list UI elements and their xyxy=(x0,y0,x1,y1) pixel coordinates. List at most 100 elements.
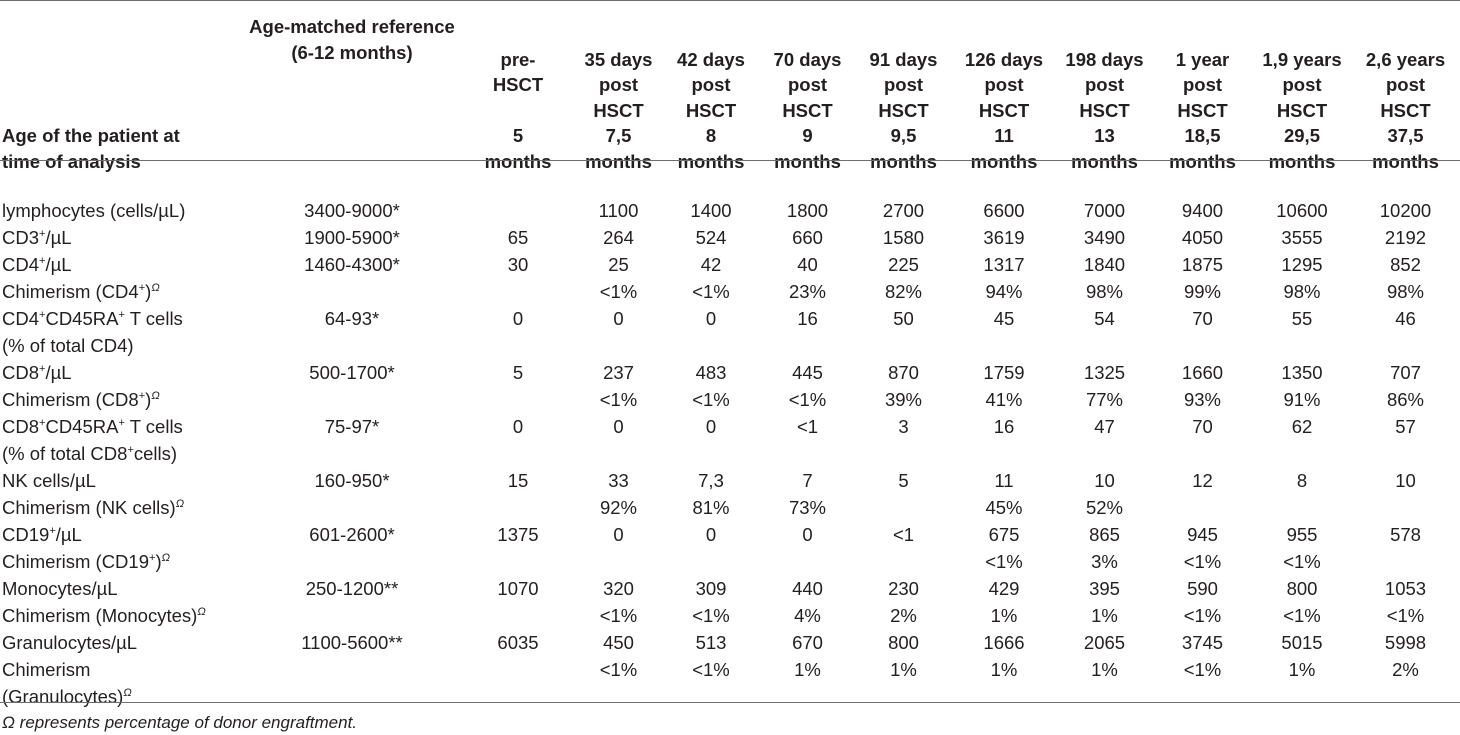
header-line: months xyxy=(774,150,841,172)
value-cell: 47 xyxy=(1094,416,1115,437)
value-cell: 3490 xyxy=(1083,227,1126,248)
header-line: post xyxy=(1385,74,1426,95)
row-label: CD3+/µL xyxy=(0,224,242,251)
header-line: months xyxy=(1169,150,1236,172)
value-cell: <1% xyxy=(692,605,730,626)
value-cell xyxy=(1253,494,1351,521)
value-cell: <1% xyxy=(692,659,730,680)
value-cell: 955 xyxy=(1286,524,1318,545)
value-cell: 483 xyxy=(695,362,727,383)
value-cell xyxy=(462,185,574,224)
value-cell: 0 xyxy=(613,416,624,437)
value-cell: 5 xyxy=(898,470,909,491)
value-cell: 395 xyxy=(1089,578,1120,599)
row-label-line: Granulocytes/µL xyxy=(2,632,138,653)
table-row: Chimerism (Monocytes)Ω <1% <1% 4% 2% 1% 1% <1% <… xyxy=(0,602,1460,629)
row-label-line: Chimerism (CD4+)Ω xyxy=(2,281,160,302)
table-row: lymphocytes (cells/µL) 3400-9000* 1100 1400… xyxy=(0,185,1460,224)
header-timepoint: 70 days post HSCT 9 months xyxy=(759,0,856,185)
value-cell: 82% xyxy=(884,281,923,302)
value-cell: 1% xyxy=(990,605,1018,626)
row-label: Chimerism (CD4+)Ω xyxy=(0,278,242,305)
value-cell: <1% xyxy=(1386,605,1425,626)
row-label-line: (% of total CD8+cells) xyxy=(2,443,178,464)
value-cell: 50 xyxy=(893,308,914,329)
value-cell: 1% xyxy=(794,659,821,680)
header-line: HSCT xyxy=(978,99,1030,121)
value-cell: <1% xyxy=(1183,605,1222,626)
value-cell: 0 xyxy=(512,308,524,329)
value-cell: 7000 xyxy=(1083,200,1126,221)
value-cell: 945 xyxy=(1187,524,1218,545)
value-cell: 16 xyxy=(993,416,1015,437)
value-cell xyxy=(663,548,759,575)
reference-cell: 1100-5600** xyxy=(301,632,403,653)
value-cell: 6600 xyxy=(983,200,1025,221)
header-line: months xyxy=(870,150,937,172)
row-label-line: Chimerism (NK cells)Ω xyxy=(2,497,185,518)
header-line: 11 xyxy=(994,125,1014,146)
table-row: Chimerism (CD19+)Ω <1% 3% <1% <1% xyxy=(0,548,1460,575)
header-line: 8 xyxy=(705,125,717,146)
row-label: Chimerism (NK cells)Ω xyxy=(0,494,242,521)
value-cell: 1053 xyxy=(1384,578,1427,599)
value-cell: <1% xyxy=(1283,551,1321,572)
header-line: 2,6 years xyxy=(1365,48,1446,70)
header-line: 5 xyxy=(512,125,524,146)
value-cell: 230 xyxy=(888,578,919,599)
row-label-line: CD8+/µL xyxy=(2,362,72,383)
value-cell: 6035 xyxy=(497,632,539,653)
value-cell: 73% xyxy=(788,497,827,518)
row-label-line: Monocytes/µL xyxy=(2,578,118,599)
value-cell: 55 xyxy=(1291,308,1313,329)
row-label: lymphocytes (cells/µL) xyxy=(0,185,242,224)
value-cell: 92% xyxy=(599,497,638,518)
value-cell: 12 xyxy=(1192,470,1213,491)
header-line: 7,5 xyxy=(605,125,632,146)
row-label-line: (Granulocytes)Ω xyxy=(2,686,132,707)
value-cell: 3619 xyxy=(983,227,1025,248)
value-cell: 1875 xyxy=(1181,254,1224,275)
value-cell: 1% xyxy=(890,659,917,680)
value-cell: 98% xyxy=(1085,281,1124,302)
value-cell: 1317 xyxy=(983,254,1025,275)
value-cell: 1660 xyxy=(1181,362,1224,383)
value-cell: 10 xyxy=(1395,470,1416,491)
bottom-rule xyxy=(0,702,1460,703)
value-cell: 800 xyxy=(888,632,919,653)
reference-cell xyxy=(242,278,462,305)
row-label: Chimerism (Monocytes)Ω xyxy=(0,602,242,629)
value-cell: 62 xyxy=(1291,416,1313,437)
header-line: post xyxy=(598,74,639,95)
value-cell: 99% xyxy=(1183,281,1222,302)
value-cell: <1 xyxy=(892,524,915,545)
value-cell: 670 xyxy=(792,632,823,653)
header-line: 1,9 years xyxy=(1262,48,1342,70)
value-cell: 524 xyxy=(695,227,727,248)
value-cell: 309 xyxy=(695,578,727,599)
header-line: 70 days xyxy=(773,48,842,70)
header-line: months xyxy=(970,150,1038,172)
value-cell: 3555 xyxy=(1281,227,1323,248)
reference-cell: 64-93* xyxy=(324,308,380,329)
header-line: (6-12 months) xyxy=(291,41,413,63)
header-reference: Age-matched reference (6-12 months) xyxy=(242,0,462,185)
value-cell: 23% xyxy=(788,281,827,302)
table-row: CD4+CD45RA+ T cells (% of total CD4) 64-93… xyxy=(0,305,1460,359)
header-rule xyxy=(0,160,1460,161)
reference-cell xyxy=(242,602,462,629)
value-cell: <1% xyxy=(1183,659,1222,680)
value-cell: 1800 xyxy=(786,200,829,221)
table-row: Monocytes/µL 250-1200** 1070 320 309 440 230 42… xyxy=(0,575,1460,602)
row-label-line: CD4+CD45RA+ T cells xyxy=(2,308,183,329)
row-label: CD19+/µL xyxy=(0,521,242,548)
reference-cell: 75-97* xyxy=(324,416,380,437)
value-cell: <1% xyxy=(599,281,638,302)
header-line: Age of the patient at xyxy=(2,125,180,146)
table-row: NK cells/µL 160-950* 15 33 7,3 7 5 11 10 12 8 10 xyxy=(0,467,1460,494)
value-cell: 39% xyxy=(884,389,923,410)
row-label: NK cells/µL xyxy=(0,467,242,494)
header-line: 91 days xyxy=(869,48,938,70)
reference-cell: 601-2600* xyxy=(309,524,395,545)
results-table: Age of the patient at time of analysis Age… xyxy=(0,0,1460,707)
